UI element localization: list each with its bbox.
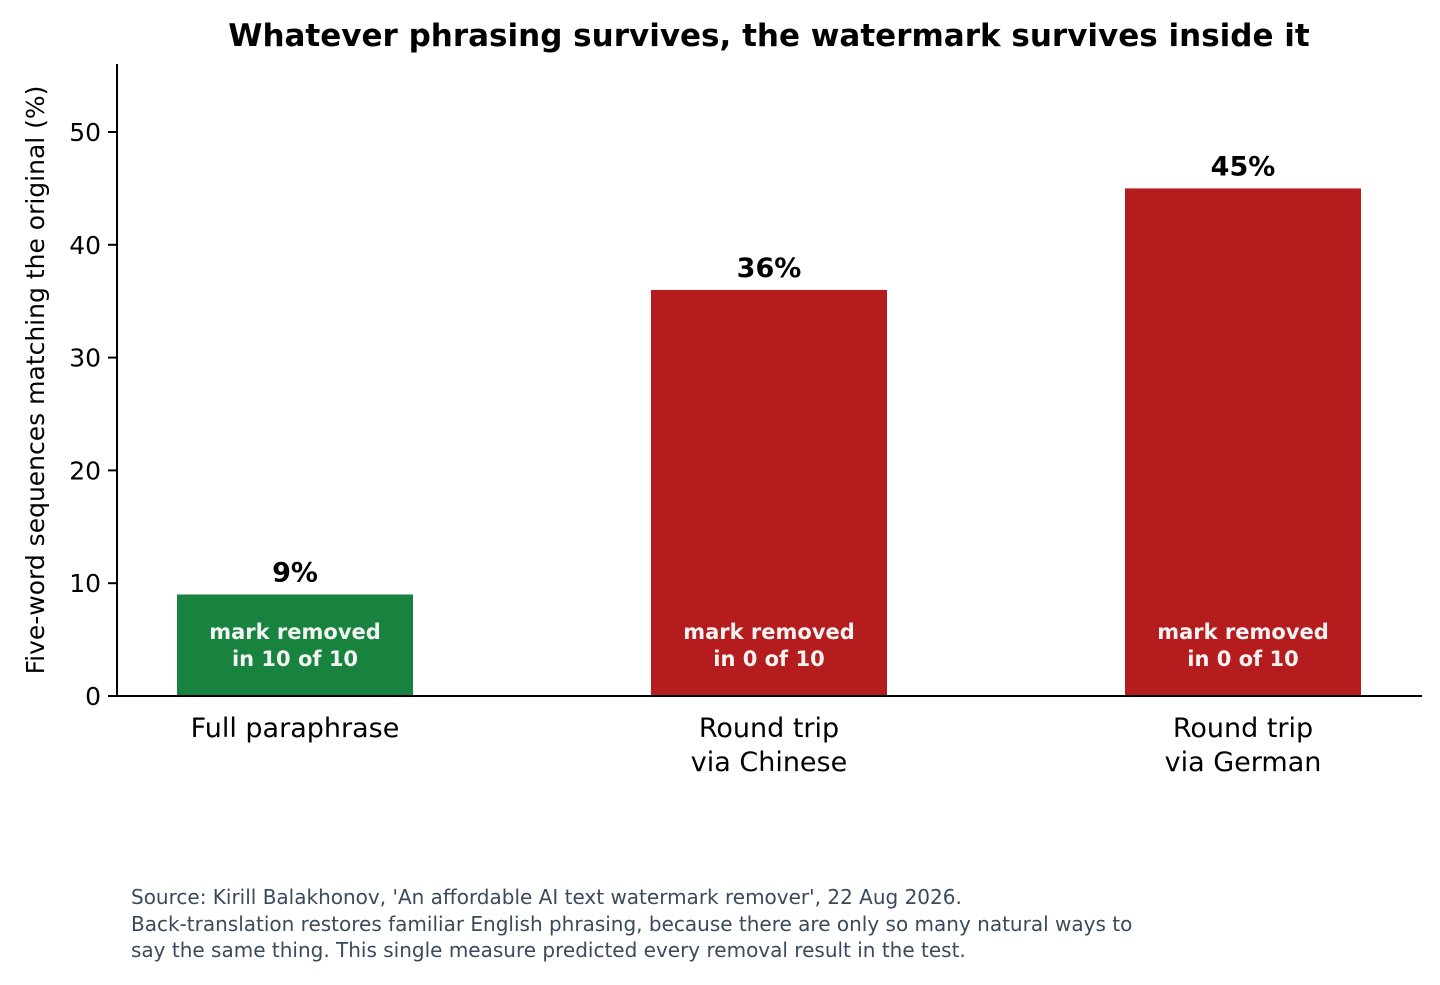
x-tick-label: Round trip [1173,713,1313,744]
bar-chart: Whatever phrasing survives, the watermar… [21,18,1422,778]
bar-annotation: in 10 of 10 [232,647,358,671]
x-tick-label: Round trip [699,713,839,744]
y-tick-label: 30 [69,344,101,373]
bar-annotation: in 0 of 10 [713,647,824,671]
x-tick-label: via German [1165,747,1322,778]
y-tick-label: 40 [69,231,101,260]
bar [1125,188,1361,696]
y-tick-label: 20 [69,456,101,485]
bar-annotation: mark removed [683,620,855,644]
y-tick-label: 10 [69,569,101,598]
bar-annotation: mark removed [1157,620,1329,644]
bar-value-label: 9% [272,557,318,588]
bar-value-label: 45% [1211,151,1276,182]
bar-annotation: in 0 of 10 [1187,647,1298,671]
bar-annotation: mark removed [209,620,381,644]
bar [651,289,887,696]
bar-value-label: 36% [737,253,802,284]
footnote-line-2: Back-translation restores familiar Engli… [131,911,1133,936]
x-tick-label: via Chinese [691,747,847,778]
bar [177,594,413,696]
x-tick-label: Full paraphrase [191,713,400,744]
chart-title: Whatever phrasing survives, the watermar… [228,18,1310,54]
y-tick-label: 0 [85,682,101,711]
footnote-line-3: say the same thing. This single measure … [131,938,966,962]
footnote-source: Source: Kirill Balakhonov, 'An affordabl… [131,885,962,909]
y-axis-ticks: 0 10 20 30 40 50 [69,118,117,711]
y-axis-label: Five-word sequences matching the origina… [21,86,50,675]
y-tick-label: 50 [69,118,101,147]
footnote: Source: Kirill Balakhonov, 'An affordabl… [131,884,1331,964]
bars: 9% mark removed in 10 of 10 36% mark removed… [177,151,1361,696]
